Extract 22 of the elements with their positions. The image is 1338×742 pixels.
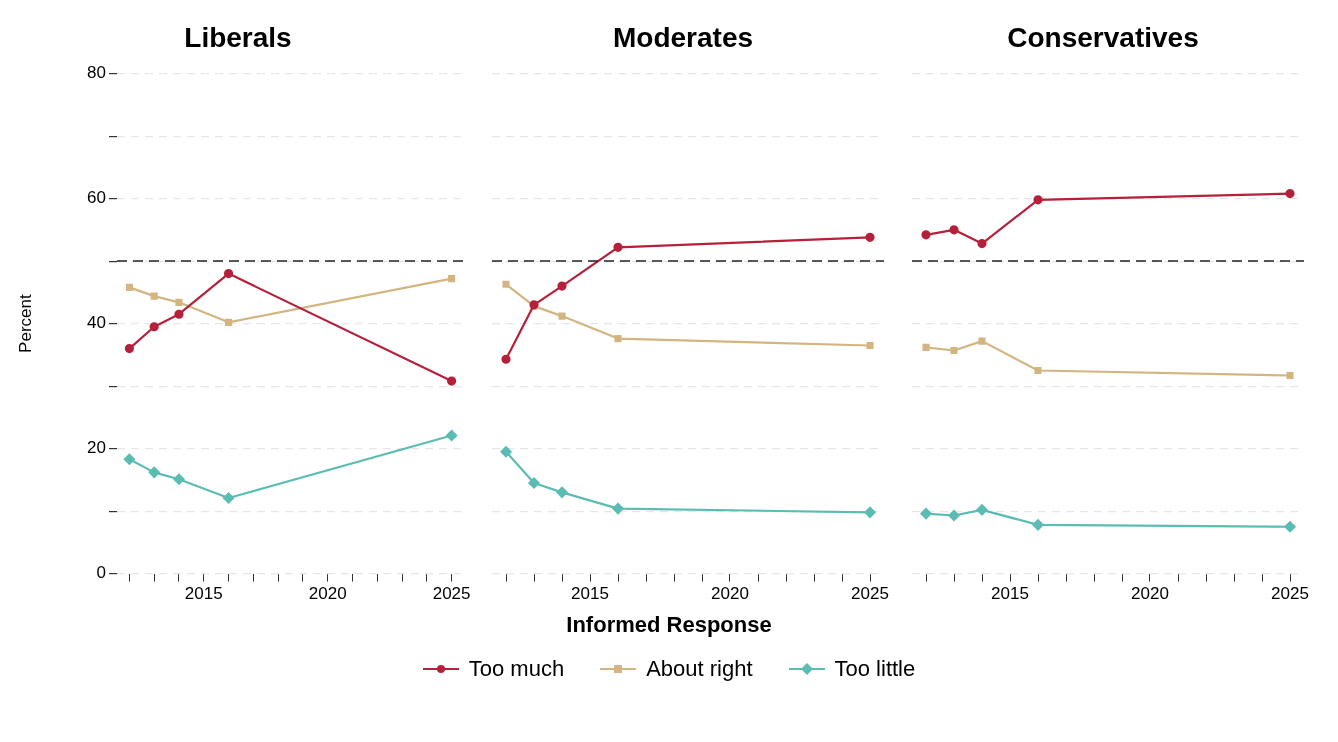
chart-title: Moderates: [612, 21, 754, 53]
chart-title: Liberals: [184, 21, 292, 53]
y-tick-label: 0: [96, 563, 106, 583]
x-tick-label: 2015: [991, 584, 1029, 604]
x-tick-label: 2020: [1131, 584, 1169, 604]
legend-title: Informed Response: [565, 612, 773, 638]
y-axis-title: Percent: [15, 294, 35, 353]
x-tick-label: 2025: [432, 584, 471, 604]
x-tick-label: 2015: [184, 584, 223, 604]
legend-label: About right: [646, 656, 753, 682]
x-tick-label: 2025: [851, 584, 889, 604]
legend-label: Too little: [834, 656, 916, 682]
x-tick-label: 2020: [308, 584, 347, 604]
legend-label: Too much: [468, 656, 565, 682]
y-tick-label: 80: [87, 63, 106, 83]
y-tick-label: 60: [87, 188, 106, 208]
chart-title: Conservatives: [1007, 21, 1199, 53]
x-tick-label: 2020: [711, 584, 749, 604]
x-tick-label: 2025: [1271, 584, 1309, 604]
x-tick-label: 2015: [571, 584, 609, 604]
y-tick-label: 40: [87, 313, 106, 333]
y-tick-label: 20: [87, 438, 106, 458]
